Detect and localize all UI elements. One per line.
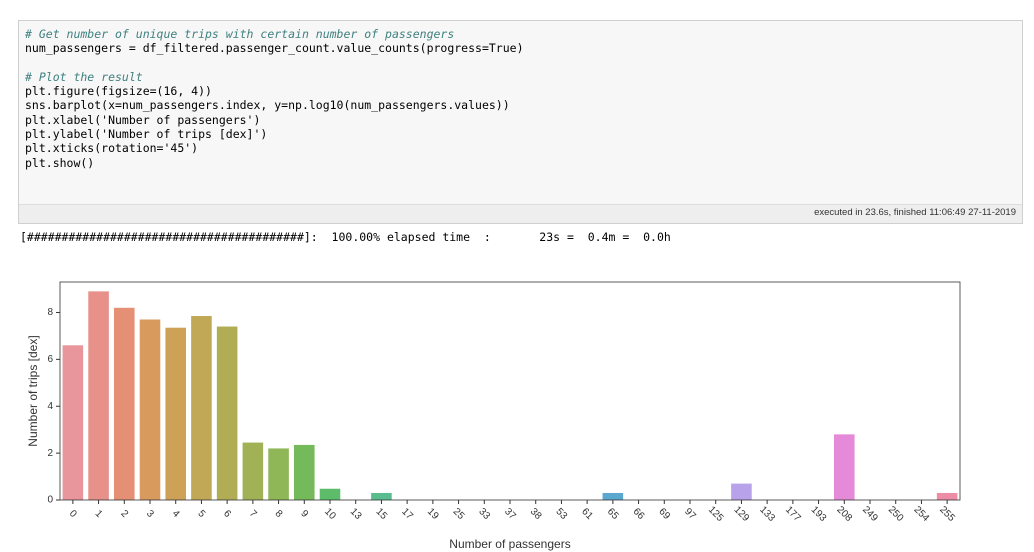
x-tick-label: 25 [451, 506, 467, 522]
x-tick-label: 254 [912, 504, 932, 524]
x-tick-label: 193 [809, 504, 829, 524]
x-tick-label: 9 [298, 508, 310, 520]
y-tick-label: 8 [47, 307, 53, 318]
x-tick-label: 19 [425, 506, 441, 522]
x-axis-label: Number of passengers [449, 537, 570, 551]
bar [731, 483, 752, 500]
execution-info: executed in 23.6s, finished 11:06:49 27-… [814, 207, 1016, 218]
y-tick-label: 4 [47, 401, 53, 412]
code-line: plt.xlabel('Number of passengers') [25, 112, 261, 127]
x-tick-label: 249 [860, 504, 880, 524]
y-tick-label: 0 [47, 495, 53, 506]
code-cell[interactable]: # Get number of unique trips with certai… [18, 20, 1023, 224]
x-tick-label: 53 [554, 506, 570, 522]
x-tick-label: 13 [348, 506, 364, 522]
code-line: plt.ylabel('Number of trips [dex]') [25, 127, 268, 142]
code-line: # Plot the result [25, 69, 143, 84]
x-tick-label: 125 [706, 504, 726, 524]
x-tick-label: 1 [93, 508, 105, 520]
bar [936, 492, 958, 500]
code-line [25, 56, 524, 70]
x-tick-label: 8 [273, 508, 285, 520]
bar [268, 448, 289, 500]
bar [139, 319, 161, 500]
bar [88, 291, 109, 500]
x-tick-label: 0 [67, 508, 79, 520]
code-line: plt.show() [25, 155, 95, 170]
code-line: plt.figure(figsize=(16, 4)) [25, 84, 212, 99]
x-tick-label: 2 [118, 508, 130, 520]
x-tick-label: 10 [322, 506, 338, 522]
x-tick-label: 69 [656, 506, 672, 522]
x-tick-label: 208 [834, 504, 854, 524]
bar [834, 434, 855, 500]
x-tick-label: 133 [757, 504, 777, 524]
bar [62, 345, 84, 500]
x-tick-label: 61 [579, 506, 595, 522]
x-tick-label: 38 [528, 506, 544, 522]
x-tick-label: 33 [476, 506, 492, 522]
x-tick-label: 37 [502, 506, 518, 522]
chart: 0 2 4 6 8 0 1 2 3 4 5 6 7 8 9 10 13 15 17 19 25 33 37 38 53 61 65 6… [26, 281, 961, 551]
x-tick-label: 255 [937, 504, 957, 524]
y-tick-label: 2 [47, 448, 53, 459]
x-tick-label: 7 [247, 508, 259, 520]
code-line: plt.xticks(rotation='45') [25, 141, 199, 156]
y-axis-label: Number of trips [dex] [26, 335, 40, 446]
y-tick-label: 6 [47, 354, 53, 365]
x-tick-label: 3 [144, 508, 156, 520]
x-tick-label: 15 [374, 506, 390, 522]
code-line: # Get number of unique trips with certai… [25, 27, 455, 41]
plot-frame [59, 281, 961, 501]
x-tick-label: 177 [783, 504, 803, 524]
code-line: sns.barplot(x=num_passengers.index, y=np… [25, 98, 510, 113]
bar [602, 492, 624, 500]
cell-output: [#######################################… [20, 230, 671, 244]
bar [294, 444, 315, 500]
x-tick-label: 129 [732, 504, 752, 524]
bar [319, 488, 341, 500]
x-tick-label: 66 [631, 506, 647, 522]
code-line: num_passengers = df_filtered.passenger_c… [25, 41, 524, 56]
x-tick-label: 65 [605, 506, 621, 522]
x-tick-label: 4 [170, 508, 182, 520]
bar [165, 327, 186, 500]
x-tick-label: 6 [221, 508, 233, 520]
x-tick-label: 17 [399, 506, 415, 522]
bar [371, 492, 392, 500]
x-tick-label: 97 [682, 506, 698, 522]
bar [191, 315, 212, 500]
bar [242, 442, 264, 500]
execution-bar [19, 204, 1022, 223]
bar [114, 307, 135, 500]
bar [216, 326, 238, 500]
code-editor[interactable]: # Get number of unique trips with certai… [25, 27, 524, 170]
x-tick-label: 250 [886, 504, 906, 524]
x-tick-label: 5 [195, 508, 207, 520]
